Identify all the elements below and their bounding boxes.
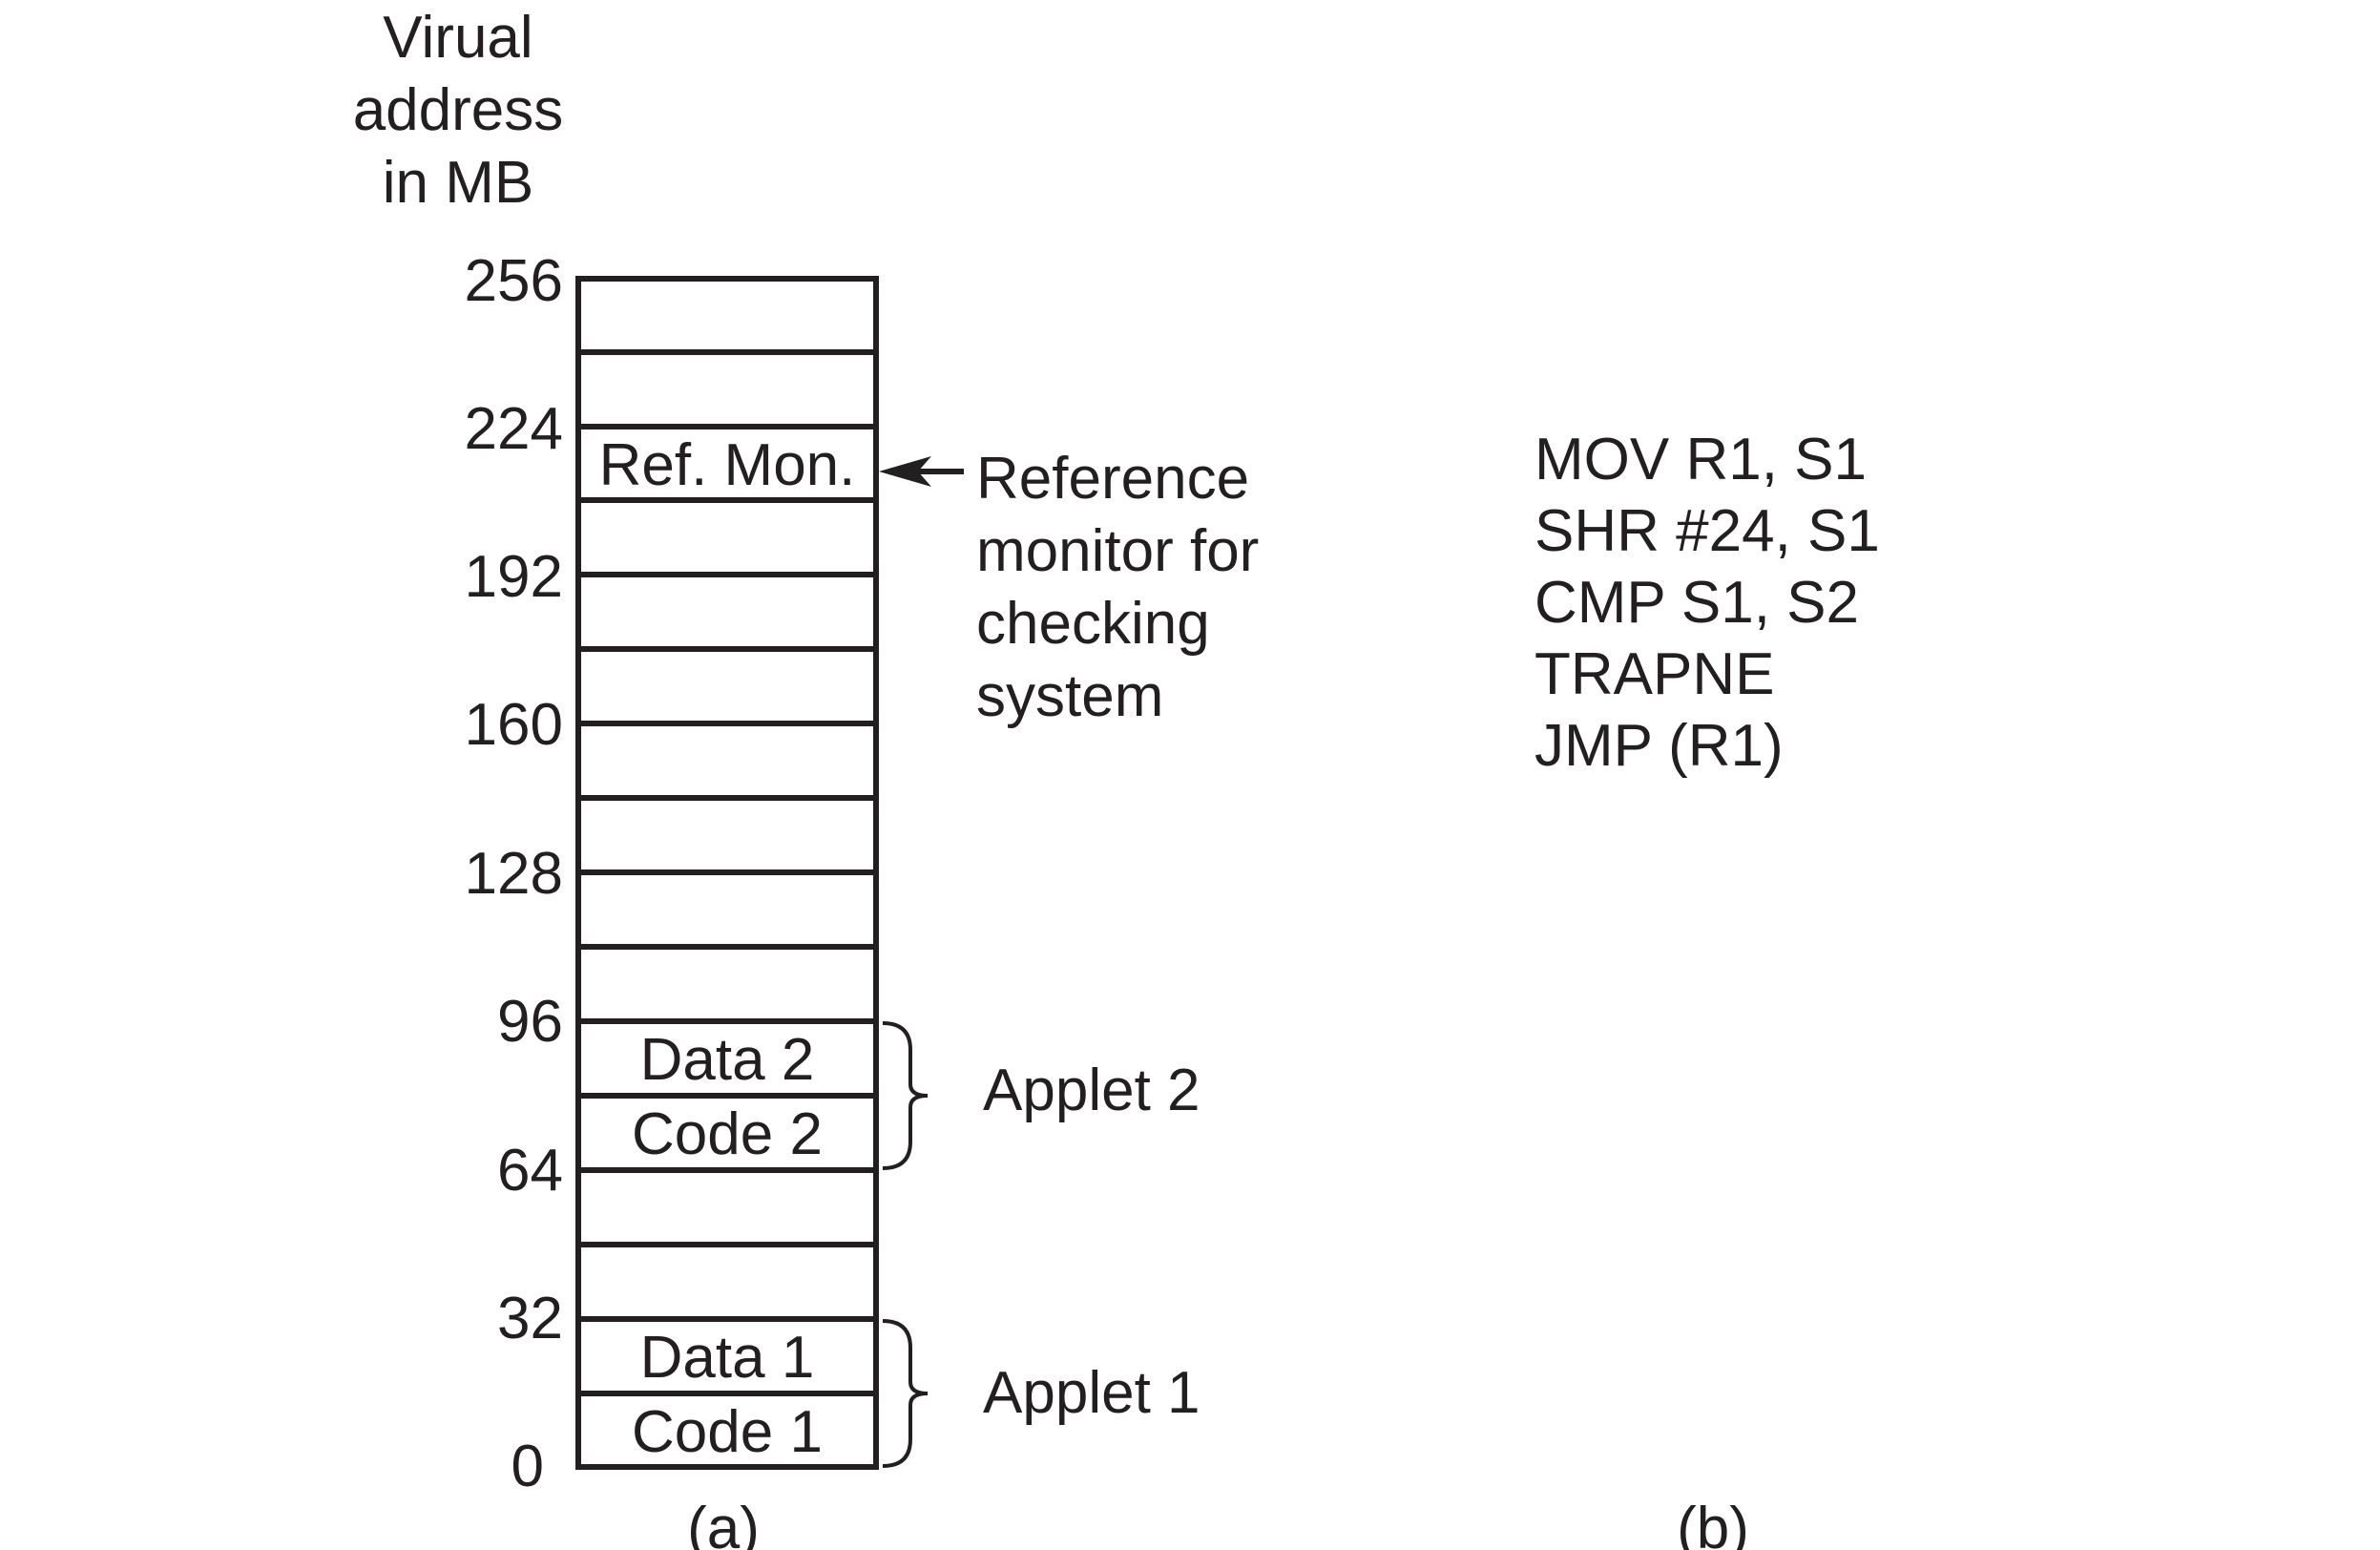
segment-label-code-2: Code 2 xyxy=(632,1101,823,1167)
tick-label-96: 96 xyxy=(497,989,563,1055)
caption-a: (a) xyxy=(687,1496,760,1550)
reference-monitor-note-line-3: checking xyxy=(976,591,1210,657)
code-line-1: MOV R1, S1 xyxy=(1534,427,1867,492)
code-line-3: CMP S1, S2 xyxy=(1534,570,1859,636)
code-line-5: JMP (R1) xyxy=(1534,713,1784,779)
tick-label-160: 160 xyxy=(465,692,563,758)
segment-label-data-1: Data 1 xyxy=(640,1325,815,1391)
reference-monitor-note-line-4: system xyxy=(976,663,1163,729)
tick-label-0: 0 xyxy=(511,1434,544,1499)
segment-label-data-2: Data 2 xyxy=(640,1027,815,1093)
applet-1-brace xyxy=(883,1321,928,1466)
axis-title-line-1: Virual xyxy=(383,5,532,71)
tick-label-192: 192 xyxy=(465,544,563,610)
code-line-4: TRAPNE xyxy=(1534,641,1774,707)
segment-label-code-1: Code 1 xyxy=(632,1399,823,1465)
applet-2-label: Applet 2 xyxy=(983,1058,1200,1123)
segment-label-ref-mon: Ref. Mon. xyxy=(599,432,856,498)
reference-monitor-note-line-2: monitor for xyxy=(976,518,1259,584)
tick-label-32: 32 xyxy=(497,1286,563,1351)
tick-label-128: 128 xyxy=(465,841,563,907)
code-line-2: SHR #24, S1 xyxy=(1534,498,1880,564)
applet-2-brace xyxy=(883,1023,928,1168)
tick-label-224: 224 xyxy=(465,396,563,462)
applet-1-label: Applet 1 xyxy=(983,1360,1200,1426)
axis-title-line-2: address xyxy=(353,77,564,143)
reference-monitor-note-line-1: Reference xyxy=(976,446,1249,512)
axis-title-line-3: in MB xyxy=(383,150,533,216)
tick-label-256: 256 xyxy=(465,248,563,314)
reference-monitor-arrow xyxy=(879,456,964,487)
tick-label-64: 64 xyxy=(497,1138,563,1204)
caption-b: (b) xyxy=(1677,1496,1749,1550)
